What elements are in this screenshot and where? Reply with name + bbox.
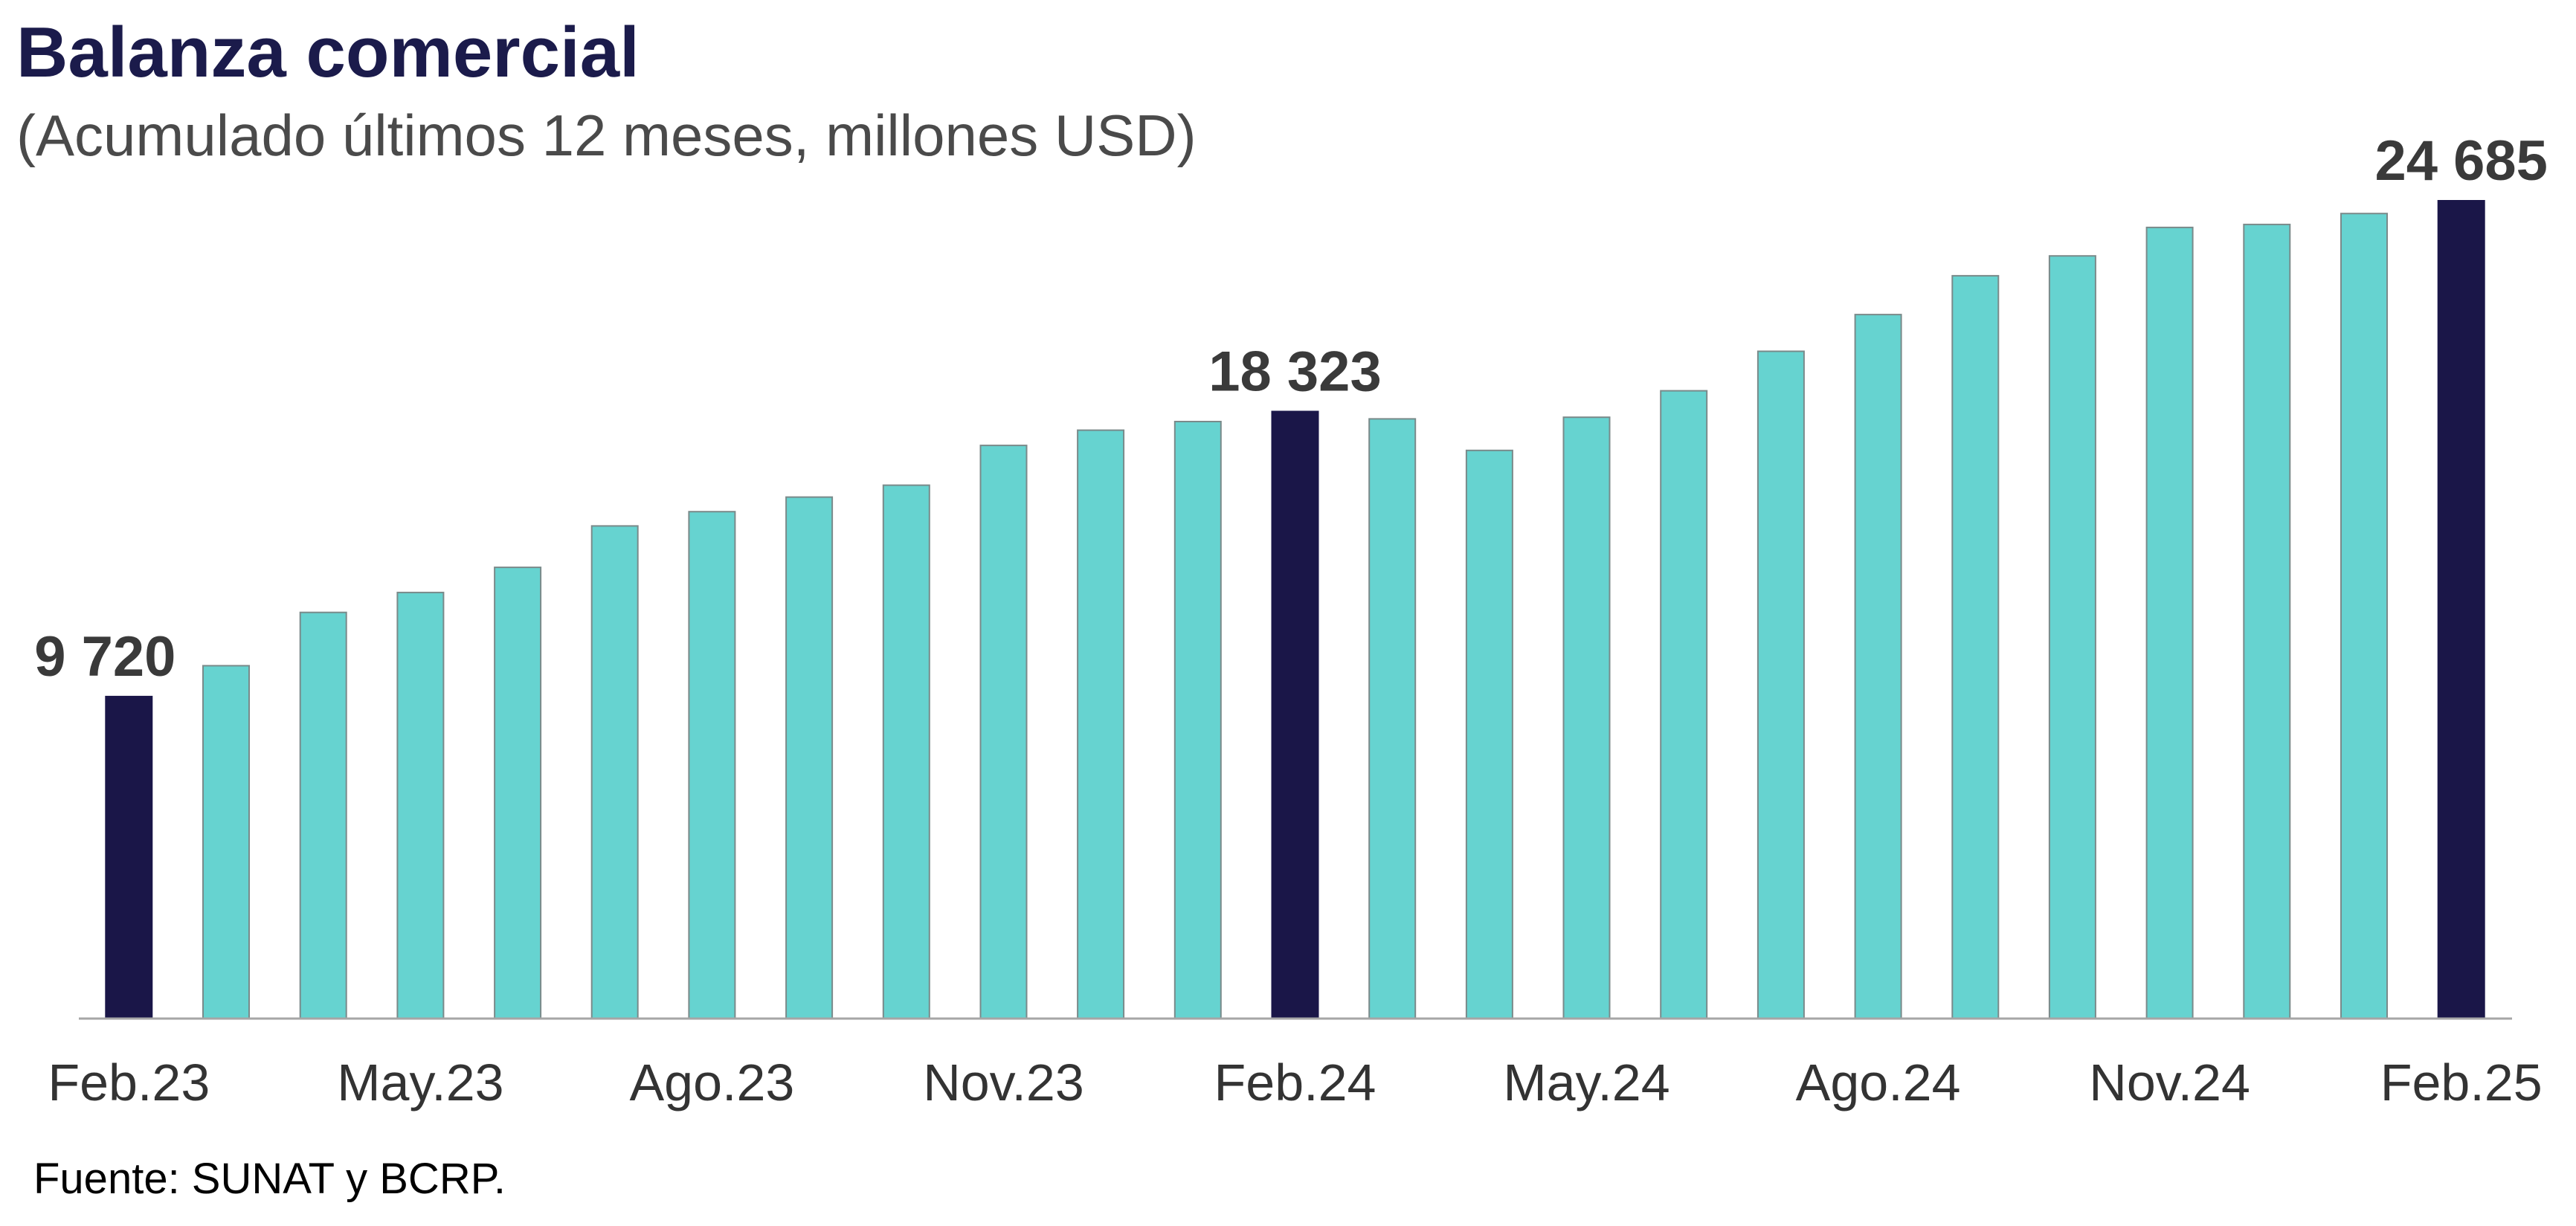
data-label: 24 685 [2374, 129, 2547, 193]
bar-feb-23 [105, 695, 153, 1020]
bar-feb-24 [1271, 410, 1319, 1019]
x-tick-label: Feb.23 [48, 1054, 210, 1112]
bar-ene-25 [2340, 213, 2388, 1020]
bar-sep-23 [785, 496, 834, 1019]
bar-abr-24 [1465, 449, 1513, 1019]
source-note: Fuente: SUNAT y BCRP. [33, 1155, 506, 1203]
bar-jul-23 [590, 525, 639, 1019]
bar-jun-23 [494, 567, 542, 1019]
x-tick-label: Nov.24 [2089, 1054, 2250, 1112]
x-tick-label: Ago.23 [629, 1054, 794, 1112]
x-tick-label: May.23 [337, 1054, 503, 1112]
bar-mar-24 [1368, 418, 1417, 1019]
bar-abr-23 [299, 611, 347, 1019]
data-label: 18 323 [1208, 341, 1381, 404]
chart-subtitle: (Acumulado últimos 12 meses, millones US… [16, 103, 1197, 168]
bar-feb-25 [2437, 200, 2485, 1019]
x-tick-label: Feb.25 [2380, 1054, 2543, 1112]
x-tick-label: Nov.23 [923, 1054, 1084, 1112]
bar-may-23 [396, 591, 445, 1019]
x-tick-label: May.24 [1503, 1054, 1669, 1112]
bar-dic-23 [1077, 429, 1125, 1019]
bar-sep-24 [1951, 274, 2000, 1019]
bars-group [105, 200, 2485, 1020]
bar-oct-23 [882, 484, 930, 1019]
bar-jul-24 [1756, 350, 1805, 1019]
bar-oct-24 [2048, 255, 2096, 1020]
bar-may-24 [1562, 416, 1611, 1019]
bar-mar-23 [202, 665, 250, 1020]
data-label: 9 720 [34, 625, 176, 688]
bar-nov-23 [979, 445, 1028, 1019]
bar-ago-23 [688, 511, 736, 1019]
bar-ene-24 [1173, 421, 1222, 1019]
data-labels: 9 720 18 323 24 685 [34, 129, 2548, 688]
bar-nov-24 [2145, 226, 2194, 1019]
x-tick-label: Feb.24 [1214, 1054, 1376, 1112]
bar-dic-24 [2243, 223, 2291, 1019]
x-tick-labels: Feb.23 May.23 Ago.23 Nov.23 Feb.24 May.24 Ago.… [48, 1054, 2542, 1112]
chart-title: Balanza comercial [16, 13, 640, 92]
bar-ago-24 [1854, 314, 1902, 1020]
x-tick-label: Ago.24 [1796, 1054, 1961, 1112]
bar-jun-24 [1660, 390, 1708, 1019]
